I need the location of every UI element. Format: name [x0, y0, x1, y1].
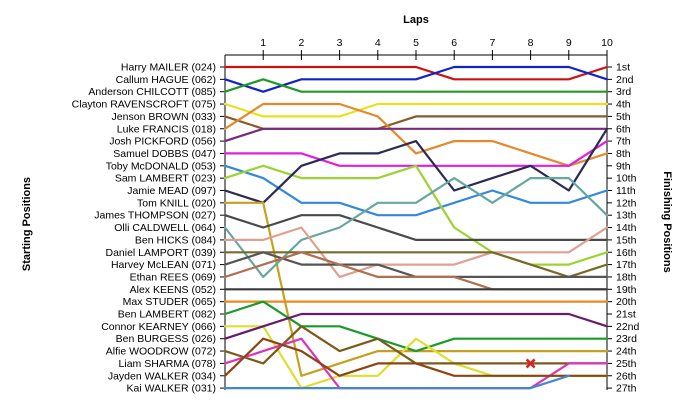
finishing-position-label: 1st — [616, 62, 630, 74]
finishing-position-label: 3rd — [616, 86, 631, 98]
driver-series-line — [223, 65, 609, 93]
starting-position-label: Tom KNILL (020) — [137, 197, 216, 209]
lap-tick-label: 5 — [413, 37, 419, 49]
starting-position-label: Sam LAMBERT (023) — [115, 173, 216, 185]
finishing-position-label: 10th — [616, 173, 637, 185]
finishing-position-label: 26th — [616, 370, 637, 382]
finishing-position-label: 14th — [616, 222, 637, 234]
driver-series-line — [223, 374, 570, 390]
starting-position-label: Ben HICKS (084) — [135, 234, 216, 246]
finishing-position-label: 13th — [616, 210, 637, 222]
driver-series-line — [223, 164, 609, 217]
starting-position-label: Harvey McLEAN (071) — [111, 259, 216, 271]
finishing-position-label: 27th — [616, 383, 637, 395]
driver-series-line — [223, 164, 609, 266]
starting-position-label: Kai WALKER (031) — [127, 383, 216, 395]
driver-series-line — [223, 127, 609, 143]
driver-series-line — [223, 102, 609, 167]
starting-position-label: Max STUDER (065) — [123, 296, 216, 308]
starting-position-label: Josh PICKFORD (056) — [109, 136, 216, 148]
retired-marker — [525, 358, 536, 369]
finishing-position-label: 7th — [616, 136, 631, 148]
starting-position-label: Jayden WALKER (034) — [108, 370, 216, 382]
starting-position-label: Callum HAGUE (062) — [116, 74, 216, 86]
driver-series-line — [223, 78, 609, 93]
lap-tick-label: 2 — [298, 37, 304, 49]
driver-series-line — [223, 226, 609, 278]
driver-series-line — [223, 214, 609, 241]
starting-position-label: Luke FRANCIS (018) — [117, 123, 216, 135]
lap-tick-label: 10 — [601, 37, 613, 49]
starting-position-label: Clayton RAVENSCROFT (075) — [72, 99, 216, 111]
driver-series-line — [223, 337, 609, 377]
right-axis-title: Finishing Positions — [661, 171, 673, 272]
starting-position-label: James THOMPSON (027) — [94, 210, 216, 222]
labels-layer: 1 2 3 4 5 6 7 8 9 10 Harry MAILER (024)Callum HAGU… — [72, 37, 640, 395]
lap-tick-label: 9 — [566, 37, 572, 49]
driver-series-line — [223, 115, 609, 130]
starting-position-label: Samuel DOBBS (047) — [113, 148, 216, 160]
finishing-position-label: 17th — [616, 259, 637, 271]
starting-position-label: Toby McDONALD (053) — [106, 160, 216, 172]
starting-position-label: Alfie WOODROW (072) — [106, 346, 216, 358]
starting-position-label: Ben BURGESS (026) — [116, 333, 216, 345]
finishing-position-label: 24th — [616, 346, 637, 358]
driver-series-line — [223, 312, 609, 340]
chart-title: Laps — [403, 14, 429, 26]
finishing-position-label: 16th — [616, 247, 637, 259]
starting-position-label: Olli CALDWELL (064) — [114, 222, 216, 234]
finishing-position-label: 22nd — [616, 321, 640, 333]
lap-tick-label: 4 — [375, 37, 381, 49]
driver-series-line — [223, 102, 609, 118]
starting-position-label: Liam SHARMA (078) — [119, 358, 216, 370]
lap-tick-label: 6 — [451, 37, 457, 49]
finishing-position-label: 20th — [616, 296, 637, 308]
series-layer — [223, 65, 609, 390]
finishing-position-label: 15th — [616, 234, 637, 246]
starting-position-label: Daniel LAMPORT (039) — [106, 247, 217, 259]
starting-position-label: Connor KEARNEY (066) — [101, 321, 216, 333]
finishing-position-label: 25th — [616, 358, 637, 370]
finishing-position-label: 12th — [616, 197, 637, 209]
lap-tick-label: 8 — [528, 37, 534, 49]
finishing-position-label: 8th — [616, 148, 631, 160]
finishing-position-label: 4th — [616, 99, 631, 111]
finishing-position-label: 23rd — [616, 333, 637, 345]
driver-series-line — [223, 65, 609, 81]
starting-position-label: Anderson CHILCOTT (085) — [88, 86, 216, 98]
finishing-position-label: 6th — [616, 123, 631, 135]
starting-position-label: Ethan REES (069) — [130, 271, 216, 283]
starting-position-label: Jamie MEAD (097) — [127, 185, 216, 197]
finishing-position-label: 11th — [616, 185, 636, 197]
finishing-position-label: 19th — [616, 284, 637, 296]
finishing-position-label: 21st — [616, 309, 636, 321]
starting-position-label: Ben LAMBERT (082) — [118, 309, 216, 321]
driver-series-line — [223, 127, 609, 204]
finishing-position-label: 9th — [616, 160, 631, 172]
lap-tick-label: 1 — [260, 37, 266, 49]
driver-series-line — [223, 177, 609, 278]
finishing-position-label: 2nd — [616, 74, 634, 86]
starting-position-label: Alex KEENS (052) — [130, 284, 216, 296]
left-axis-title: Starting Positions — [21, 177, 33, 271]
driver-series-line — [223, 325, 609, 390]
lap-tick-label: 7 — [489, 37, 495, 49]
finishing-position-label: 5th — [616, 111, 631, 123]
starting-position-label: Jenson BROWN (033) — [112, 111, 216, 123]
lap-tick-label: 3 — [337, 37, 343, 49]
driver-series-line — [223, 251, 609, 278]
finishing-position-label: 18th — [616, 271, 637, 283]
starting-position-label: Harry MAILER (024) — [121, 62, 216, 74]
